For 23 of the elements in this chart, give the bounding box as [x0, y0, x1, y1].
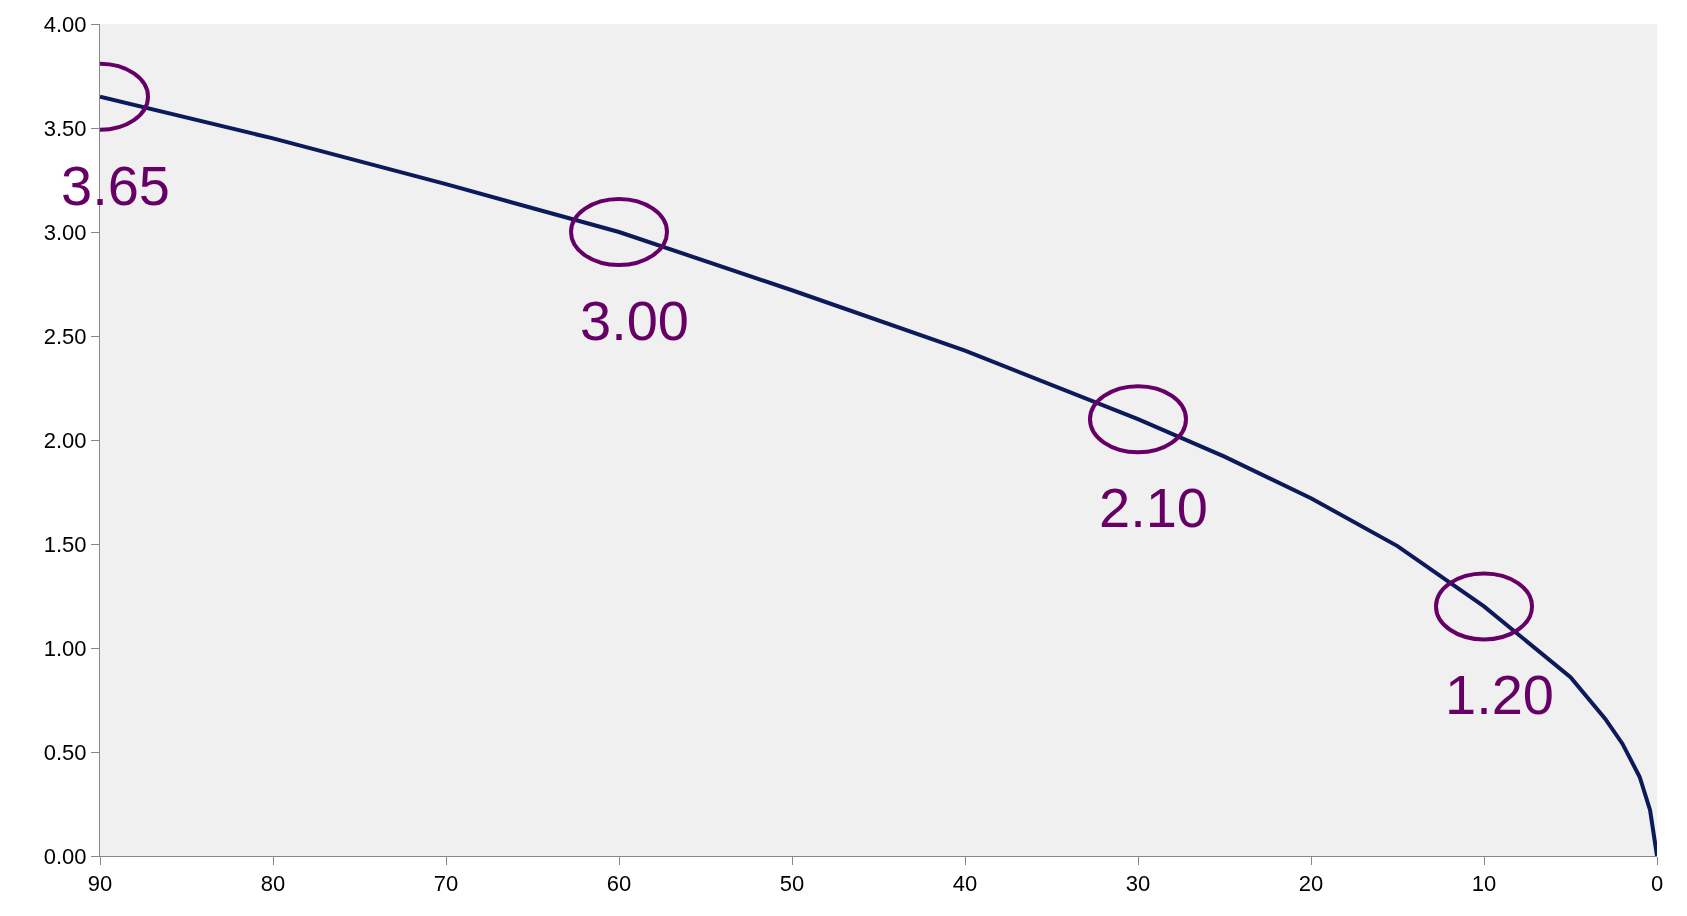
x-tick-label: 90	[87, 871, 113, 897]
y-tick-label: 3.50	[43, 115, 87, 141]
x-tick-label: 80	[260, 871, 286, 897]
annotation: 3.00	[580, 289, 689, 352]
y-tick-label: 2.50	[43, 323, 87, 349]
x-tick-label: 40	[952, 871, 978, 897]
x-tick-label: 20	[1298, 871, 1324, 897]
y-tick-label: 2.00	[43, 427, 87, 453]
y-tick-label: 1.00	[43, 635, 87, 661]
annotation: 1.20	[1445, 663, 1554, 726]
y-tick-label: 3.00	[43, 219, 87, 245]
y-tick-label: 1.50	[43, 531, 87, 557]
x-tick-label: 60	[606, 871, 632, 897]
x-tick-label: 0	[1650, 871, 1664, 897]
annotation: 2.10	[1099, 476, 1208, 539]
y-tick-label: 0.50	[43, 739, 87, 765]
y-tick-label: 4.00	[43, 11, 87, 37]
x-tick-label: 30	[1125, 871, 1151, 897]
y-tick-label: 0.00	[43, 843, 87, 869]
annotation: 3.65	[61, 154, 170, 217]
x-tick-label: 10	[1471, 871, 1497, 897]
x-tick-label: 50	[779, 871, 805, 897]
x-tick-label: 70	[433, 871, 459, 897]
